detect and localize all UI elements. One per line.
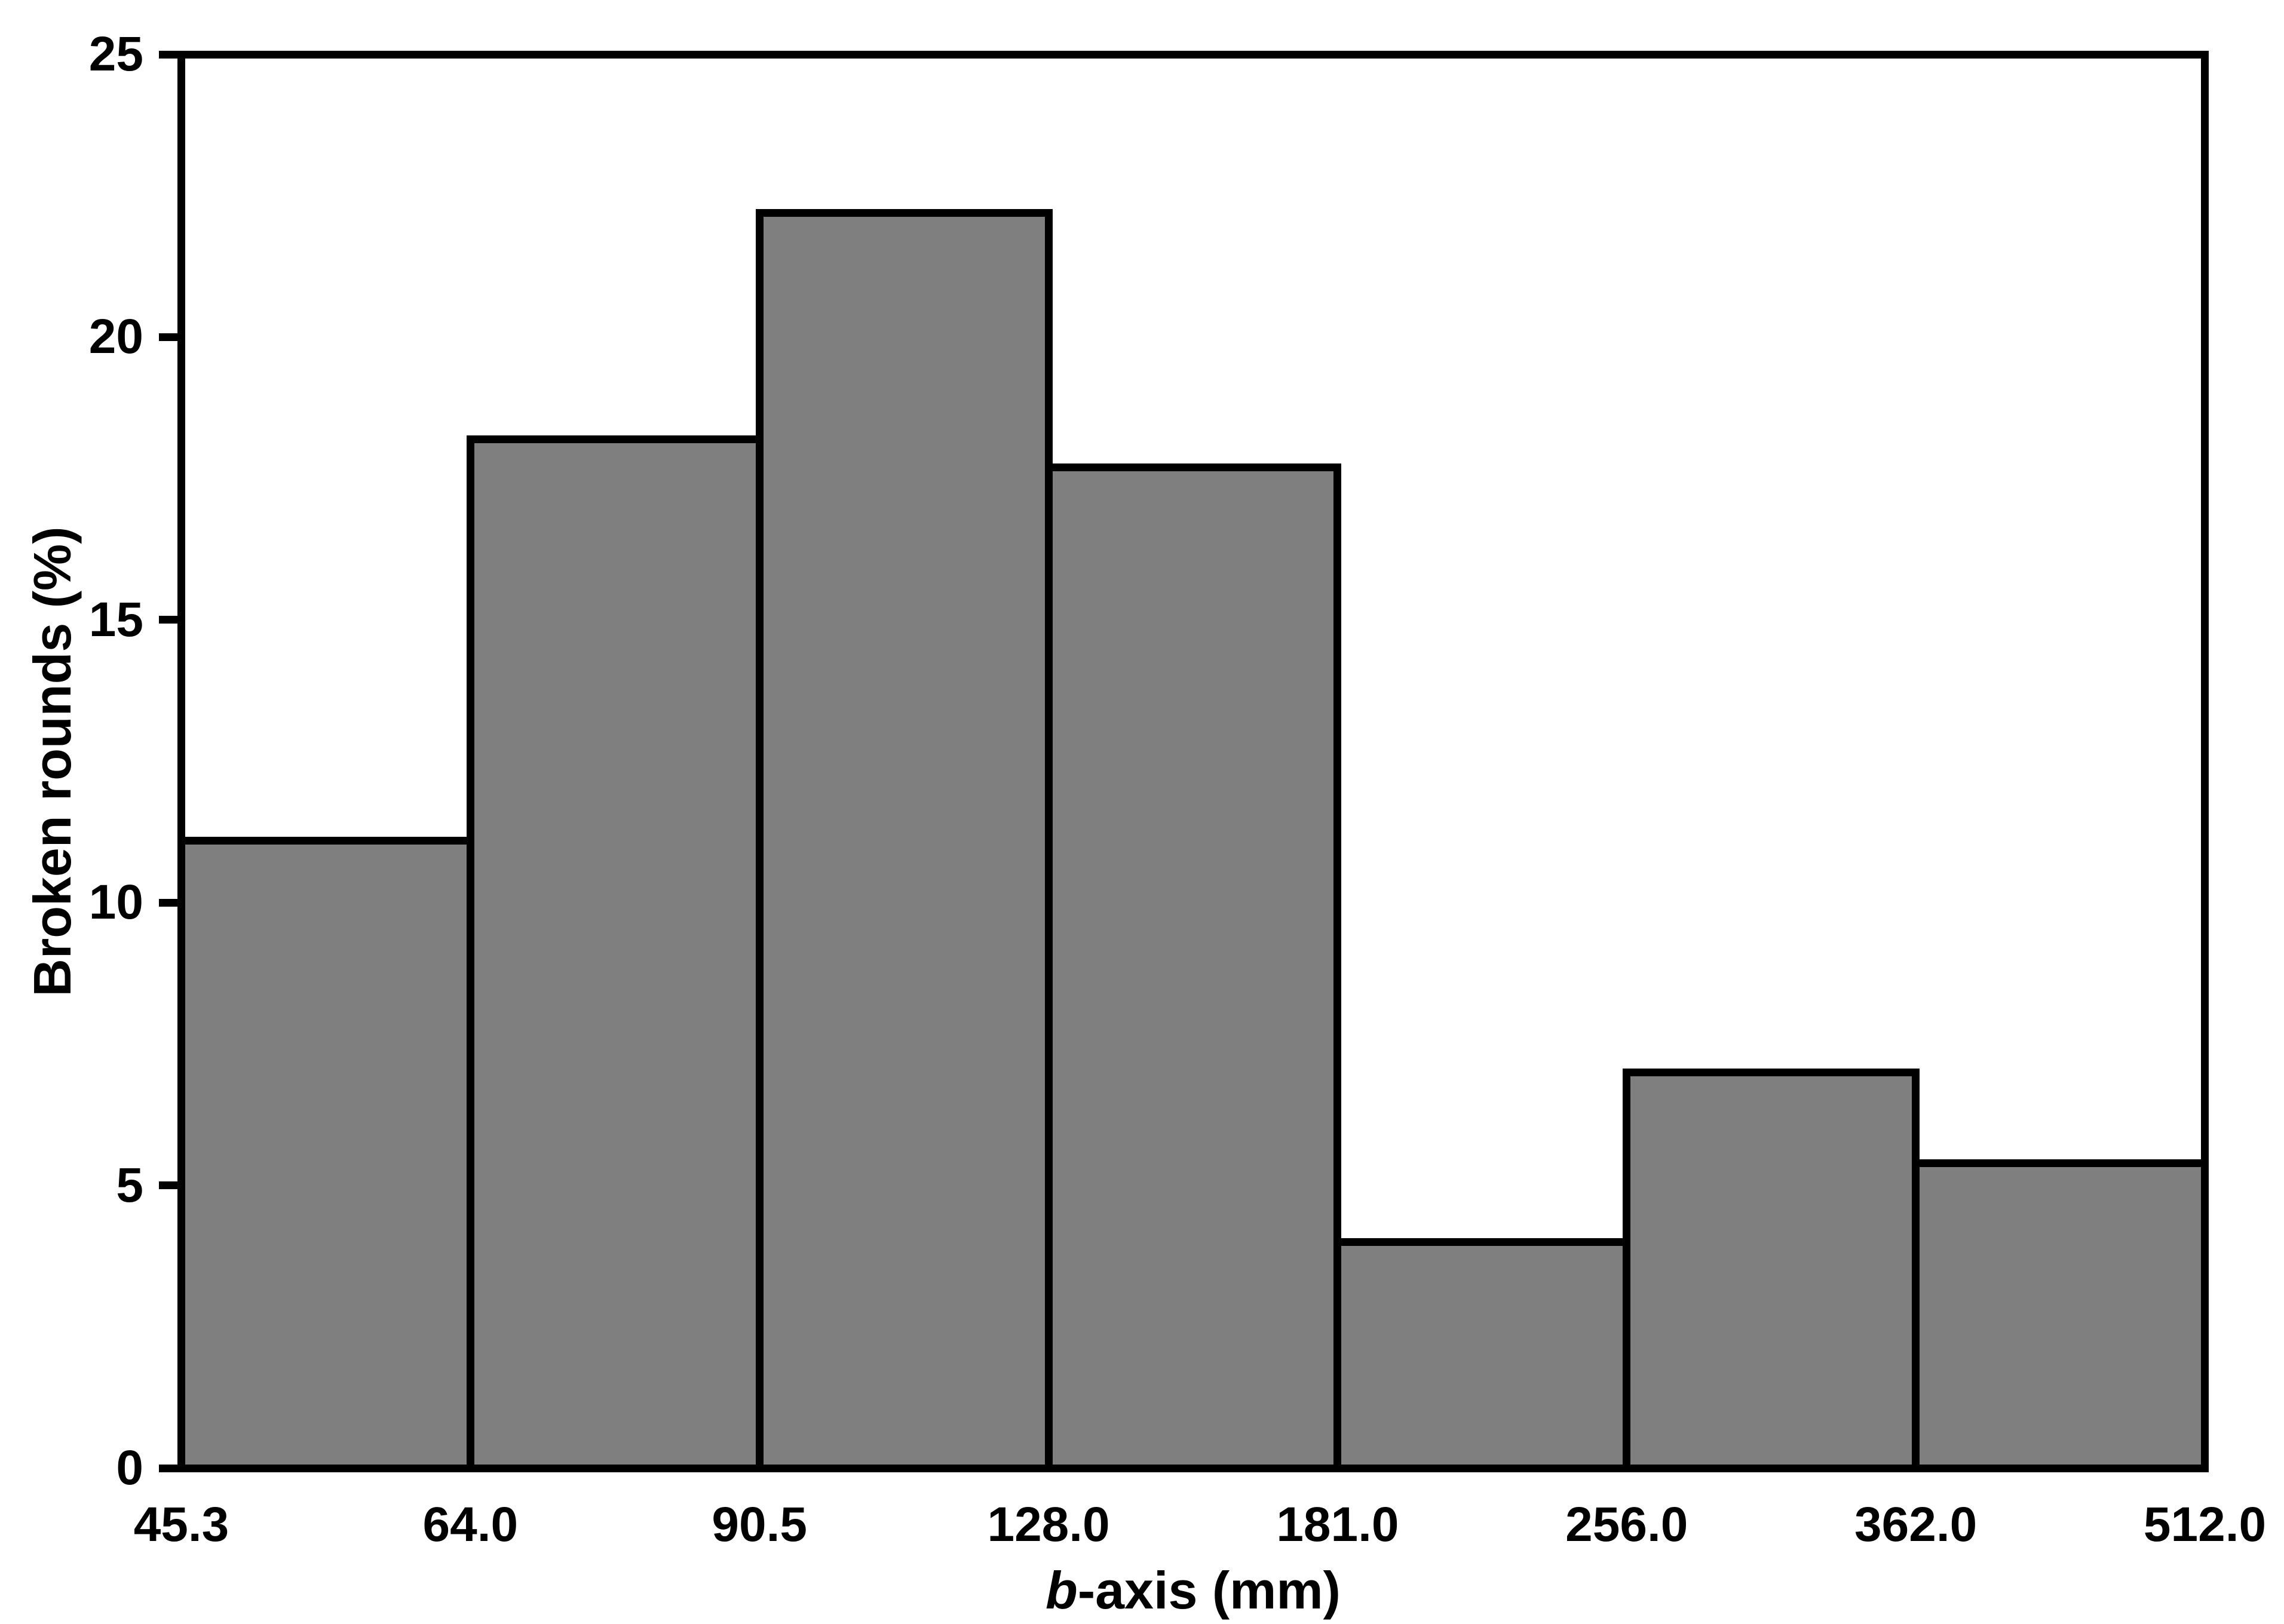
y-tick-label: 15 [88,592,143,647]
y-tick-label: 25 [88,27,143,81]
x-tick-label: 45.3 [133,1497,229,1552]
x-axis-title-variable: b [1046,1561,1078,1620]
y-tick-mark [159,1464,178,1472]
y-tick-mark [159,616,178,624]
histogram-bar [1333,1238,1631,1472]
x-tick-label: 362.0 [1854,1497,1978,1552]
plot-area [177,51,2209,1472]
y-tick-label: 5 [116,1158,143,1212]
histogram-bar [1044,463,1342,1472]
y-tick-label: 10 [88,875,143,930]
y-tick-label: 20 [88,309,143,364]
x-tick-label: 90.5 [712,1497,808,1552]
y-tick-mark [159,898,178,907]
x-axis-title: b-axis (mm) [1046,1560,1341,1621]
histogram-bar [1623,1069,1920,1472]
x-tick-label: 256.0 [1565,1497,1688,1552]
y-tick-mark [159,1181,178,1190]
histogram-bar [755,209,1053,1472]
histogram-bar [1912,1159,2209,1472]
histogram-bar [466,435,764,1472]
y-axis-title: Broken rounds (%) [23,526,82,997]
x-axis-title-units: -axis (mm) [1077,1561,1341,1620]
y-tick-mark [159,333,178,341]
y-tick-mark [159,50,178,59]
histogram-bar [177,837,474,1472]
x-tick-label: 181.0 [1276,1497,1399,1552]
y-tick-label: 0 [116,1441,143,1495]
x-tick-label: 128.0 [987,1497,1110,1552]
x-tick-label: 512.0 [2143,1497,2267,1552]
x-tick-label: 64.0 [422,1497,519,1552]
